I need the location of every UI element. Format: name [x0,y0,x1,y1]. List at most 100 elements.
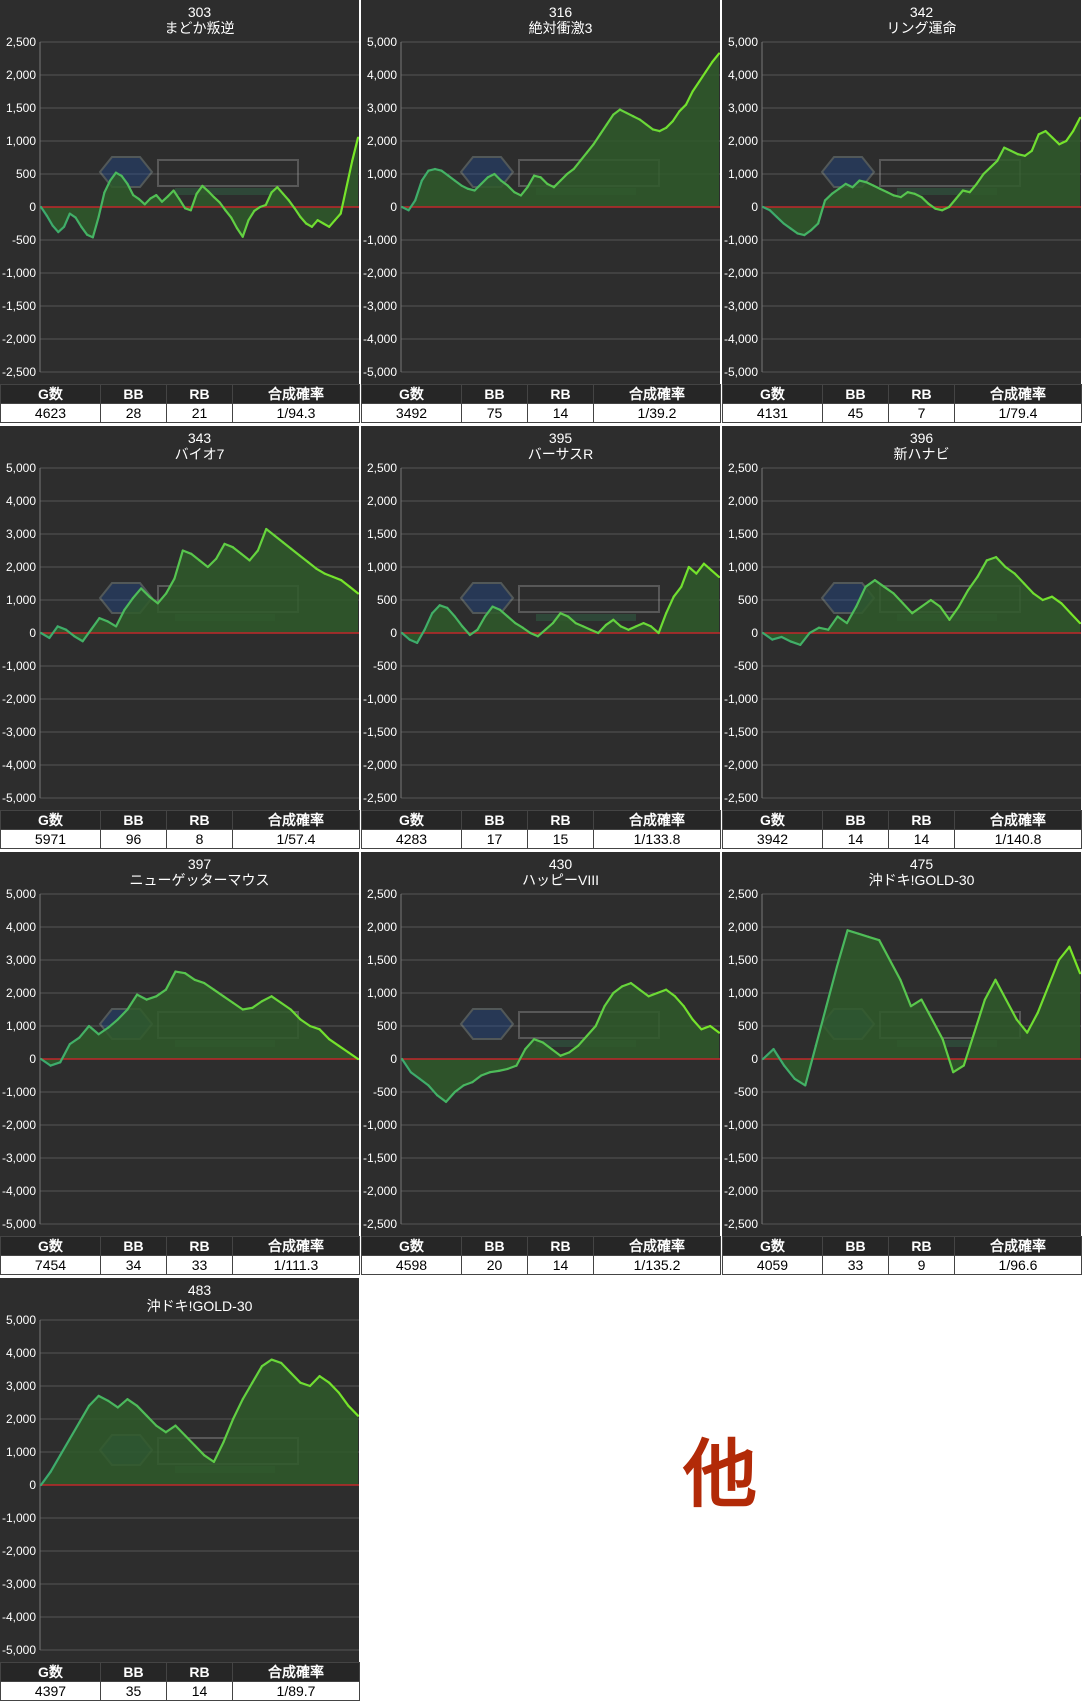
series-line-segment [318,1374,331,1384]
y-tick-label: -4,000 [2,1184,36,1198]
y-tick-label: -3,000 [2,1577,36,1591]
rb-value: 7 [888,403,955,423]
series-line-segment [1068,945,1081,975]
series-line-segment [78,1404,91,1424]
series-line-segment [858,179,868,184]
y-tick-label: -1,000 [363,692,397,706]
series-line-segment [782,222,792,230]
series-line-segment [280,1361,292,1374]
machine-name: ハッピーVIII [522,872,599,888]
series-line-segment [103,179,112,194]
series-line-segment [165,577,176,595]
rb-header: RB [166,1236,233,1256]
machine-name: バイオ7 [175,446,225,462]
series-line-segment [116,1398,129,1409]
rb-header: RB [888,384,955,404]
series-line-segment [665,595,675,615]
series-line-segment [438,604,449,610]
series-line-segment [514,622,524,629]
series-line-segment [579,151,589,162]
series-line-segment [605,113,615,126]
series-line-segment [440,169,450,177]
series-line-segment [281,192,290,202]
series-line-segment [799,631,811,646]
series-line-segment [444,1090,456,1103]
rate-header: 合成確率 [232,1662,360,1682]
y-tick-label: 1,000 [367,986,397,1000]
series-line-segment [453,615,464,628]
series-line-segment [212,196,221,204]
series-line-segment [173,549,184,580]
series-line-segment [851,179,861,189]
series-line-segment [64,628,76,638]
series-line-segment [671,110,681,123]
series-line-segment [1030,133,1040,152]
rb-header: RB [166,810,233,830]
machine-number: 396 [910,430,934,446]
graph-panel: 483 沖ドキ!GOLD-30 5,000 4,000 3,000 2,000 1,000 0… [0,1278,360,1704]
series-line-segment [634,622,645,628]
series-line-segment [49,1061,62,1067]
series-line-segment [348,585,359,595]
series-line-segment [550,1048,562,1057]
rate-header: 合成確率 [232,810,360,830]
series-line-segment [109,171,118,182]
bb-header: BB [100,810,167,830]
series-line-segment [632,115,641,121]
series-line-segment [885,191,896,197]
rb-value: 14 [888,829,955,849]
series-line-segment [837,182,847,190]
series-line-segment [827,615,839,631]
series-line-segment [89,617,101,631]
y-tick-label: -1,000 [724,1118,758,1132]
series-line-segment [883,585,895,595]
y-tick-label: 4,000 [6,494,36,508]
graph-panel: 396 新ハナビ 2,500 2,000 1,500 1,000 500 0 -500 -1,00… [722,426,1082,852]
y-tick-label: -1,000 [2,1511,36,1525]
series-line-segment [700,1024,712,1031]
chart-area: 316 絶対衝激3 5,000 4,000 3,000 2,000 1,000 0 -1,000… [361,0,720,384]
stats-table: G数 BB RB 合成確率 4623 28 21 1/94.3 [0,384,360,423]
series-line-segment [710,569,720,578]
y-tick-label: 5,000 [367,35,397,49]
series-line-segment [817,626,830,631]
y-tick-label: -5,000 [2,791,36,805]
series-line-segment [206,557,218,569]
series-line-segment [772,1048,786,1067]
games-header: G数 [722,810,823,830]
series-line-segment [551,612,562,625]
y-tick-label: -1,500 [363,725,397,739]
series-line-segment [559,612,570,618]
series-line-segment [961,189,971,194]
series-line-segment [941,205,951,212]
series-line-segment [45,214,54,227]
y-tick-label: 5,000 [6,461,36,475]
rate-value: 1/94.3 [232,403,360,423]
series-line-segment [476,615,487,631]
series-line-segment [224,209,233,219]
series-line-segment [808,626,821,635]
y-tick-label: -1,000 [724,233,758,247]
series-line-segment [91,215,100,239]
y-tick-label: -1,000 [363,233,397,247]
y-tick-label: 3,000 [728,101,758,115]
series-line-segment [345,159,354,189]
series-line-segment [223,542,234,549]
series-line-segment [619,625,630,631]
series-line-segment [298,554,310,564]
series-line-segment [761,1048,775,1061]
series-line-segment [546,182,555,189]
series-line-segment [901,602,914,615]
series-line-segment [256,527,268,552]
y-tick-label: -2,000 [2,1118,36,1132]
series-line-segment [97,1026,110,1036]
series-line-segment [592,133,602,146]
games-value: 4397 [0,1681,101,1701]
series-line-segment [920,598,932,608]
series-line-segment [39,205,48,217]
series-line-segment [480,176,489,185]
series-line-segment [929,598,942,608]
series-line-segment [506,184,516,194]
y-tick-label: 3,000 [367,101,397,115]
rate-header: 合成確率 [954,1236,1082,1256]
